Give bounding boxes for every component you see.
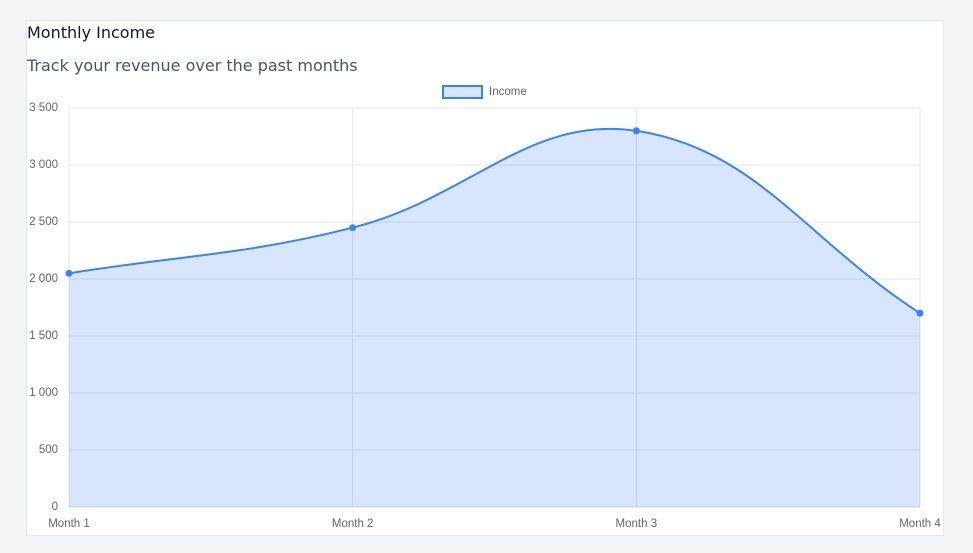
y-tick-label: 1 500 [29, 330, 58, 342]
legend-label: Income [489, 86, 527, 98]
y-tick-label: 3 500 [29, 102, 58, 114]
x-tick-label: Month 3 [616, 518, 658, 530]
line [68, 127, 921, 315]
y-tick-label: 0 [52, 501, 58, 513]
chart-title: Monthly Income [27, 23, 156, 42]
y-tick-label: 3 000 [29, 159, 58, 171]
y-tick-label: 500 [39, 444, 58, 456]
area [69, 128, 920, 507]
x-tick-label: Month 1 [48, 518, 90, 530]
y-tick-label: 1 000 [29, 387, 58, 399]
point [65, 269, 73, 277]
point [632, 127, 640, 135]
y-tick-label: 2 000 [29, 273, 58, 285]
x-tick-label: Month 4 [899, 518, 941, 530]
legend-swatch [442, 85, 483, 99]
point [916, 309, 924, 317]
point [349, 224, 357, 232]
chart-subtitle: Track your revenue over the past months [27, 56, 358, 75]
y-tick-label: 2 500 [29, 216, 58, 228]
x-tick-label: Month 2 [332, 518, 374, 530]
